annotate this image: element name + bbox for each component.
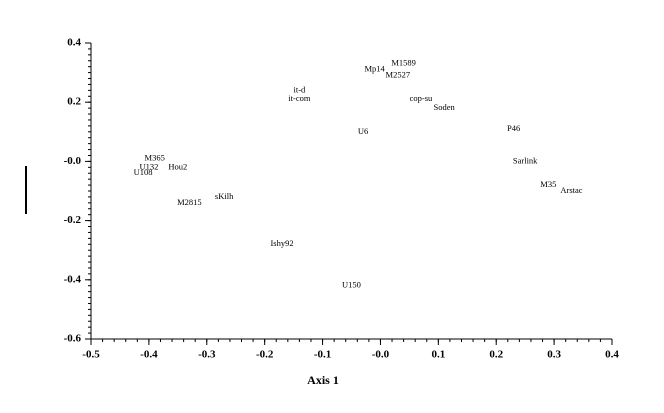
y-tick-label: -0.6 bbox=[64, 333, 82, 345]
point-label: M2815 bbox=[177, 197, 202, 207]
point-label: Mp14 bbox=[364, 64, 385, 74]
x-tick-label: -0.4 bbox=[140, 349, 158, 361]
x-tick-label: 0.2 bbox=[489, 349, 503, 361]
x-tick-label: -0.0 bbox=[372, 349, 390, 361]
point-label: Hou2 bbox=[168, 161, 187, 171]
point-label: M2527 bbox=[386, 70, 411, 80]
x-tick-label: 0.3 bbox=[547, 349, 561, 361]
point-label: it-com bbox=[288, 93, 311, 103]
point-label: U6 bbox=[358, 126, 368, 136]
point-label: cop-su bbox=[410, 93, 433, 103]
point-label: Ishy92 bbox=[270, 238, 293, 248]
point-label: M35 bbox=[540, 179, 556, 189]
x-tick-label: -0.5 bbox=[82, 349, 100, 361]
x-tick-label: -0.1 bbox=[314, 349, 331, 361]
x-axis-title: Axis 1 bbox=[307, 373, 339, 387]
point-label: U132 bbox=[139, 161, 158, 171]
x-tick-label: -0.2 bbox=[256, 349, 274, 361]
point-label: M365 bbox=[145, 152, 165, 162]
y-tick-label: 0.4 bbox=[67, 37, 81, 49]
point-label: P46 bbox=[507, 123, 520, 133]
y-tick-label: 0.2 bbox=[67, 96, 81, 108]
x-tick-label: 0.1 bbox=[431, 349, 445, 361]
y-tick-label: -0.0 bbox=[64, 155, 82, 167]
point-label: M1589 bbox=[391, 58, 416, 68]
point-label: Sarlink bbox=[513, 155, 538, 165]
y-tick-label: -0.4 bbox=[64, 273, 82, 285]
x-tick-label: -0.3 bbox=[198, 349, 216, 361]
point-label: sKilh bbox=[215, 191, 234, 201]
point-label: Soden bbox=[433, 102, 455, 112]
point-label: Arstac bbox=[560, 185, 582, 195]
point-label: it-d bbox=[293, 84, 306, 94]
point-label: U108 bbox=[134, 167, 153, 177]
x-tick-label: 0.4 bbox=[605, 349, 619, 361]
y-tick-label: -0.2 bbox=[64, 214, 82, 226]
point-label: U150 bbox=[342, 280, 361, 290]
